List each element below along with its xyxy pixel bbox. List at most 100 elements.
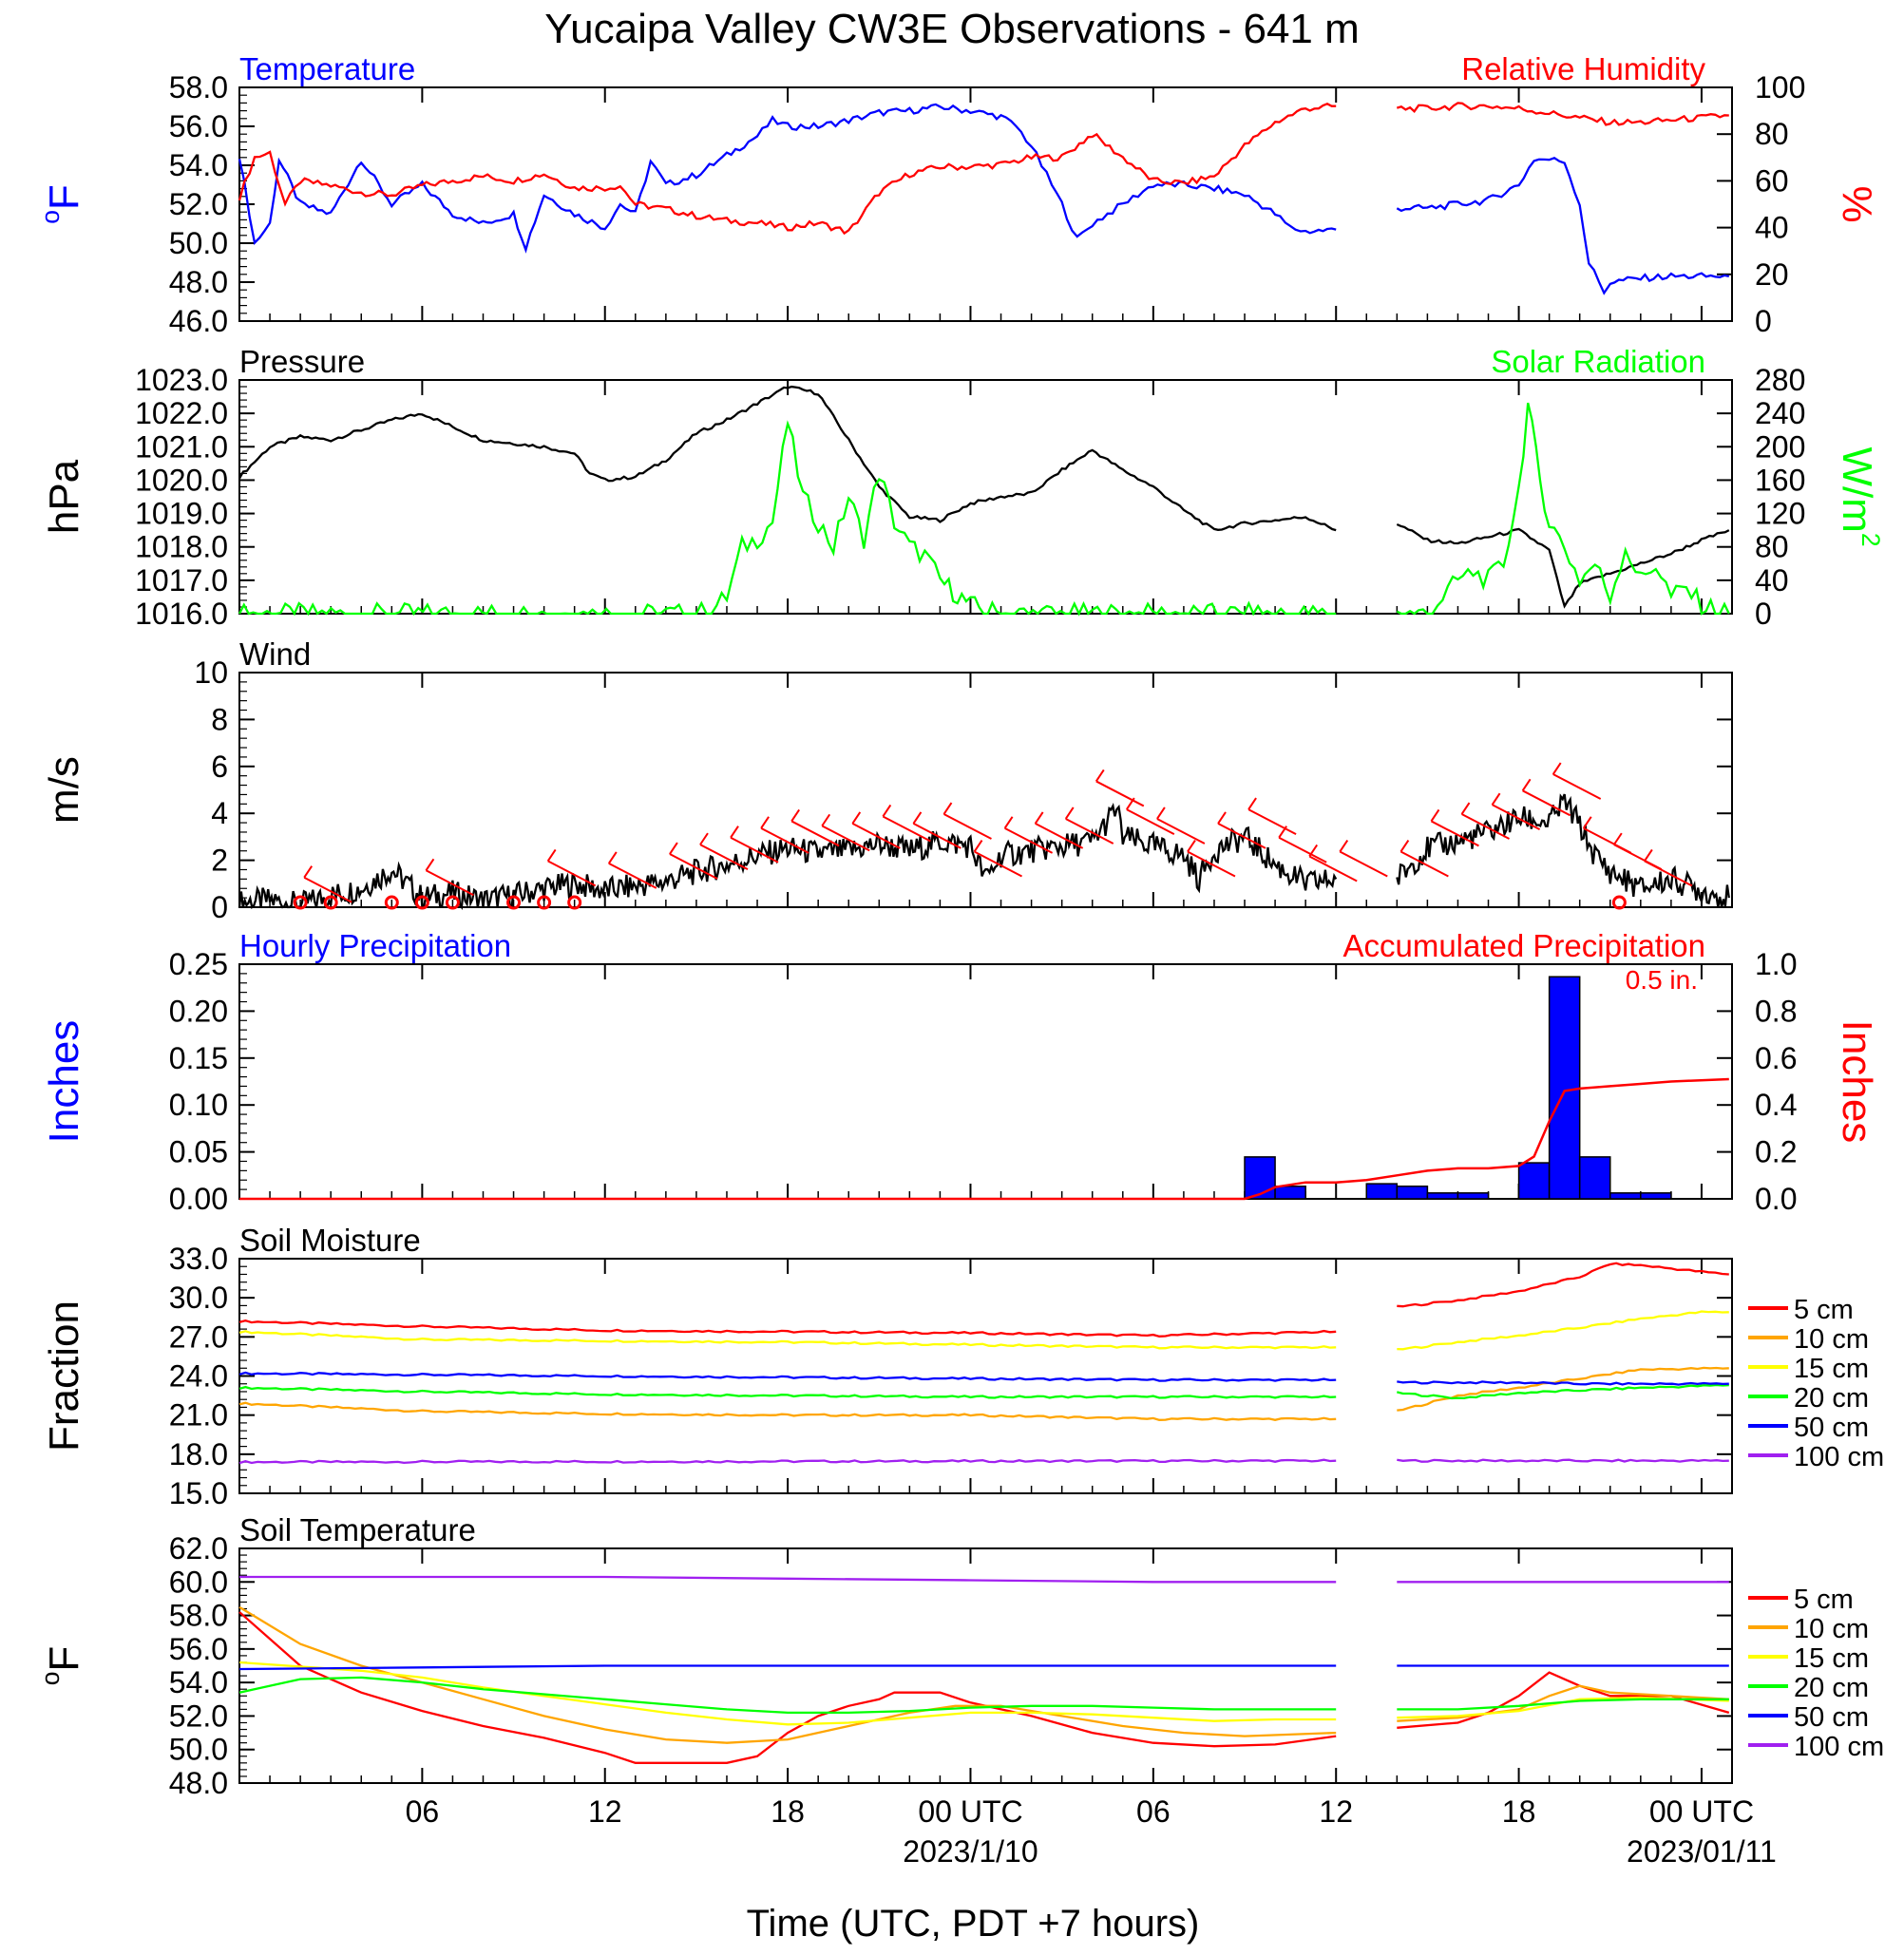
wind-barb-flag (760, 816, 770, 829)
y-left-tick-label: 33.0 (169, 1242, 228, 1276)
wind-barb (730, 836, 779, 864)
y-right-tick-label: 80 (1755, 117, 1789, 151)
y-right-tick-label: 100 (1755, 70, 1805, 104)
panel-soil-temperature: 48.050.052.054.056.058.060.062.0 Soil Tem… (36, 1512, 1884, 1800)
plot-frame (238, 1547, 1733, 1784)
panel-left-title: Hourly Precipitation (239, 928, 511, 963)
y-left-tick-label: 27.0 (169, 1319, 228, 1354)
wind-barb-flag (607, 851, 618, 864)
hourly-precip-bar (1365, 1183, 1399, 1200)
legend-label: 50 cm (1794, 1702, 1869, 1733)
panel-left-title: Pressure (239, 344, 365, 379)
series-line (239, 1575, 1729, 1584)
y-left-tick-label: 48.0 (169, 265, 228, 299)
wind-barb (303, 876, 352, 903)
wind-barb-flag (546, 848, 557, 862)
x-tick-label: 00 UTC (918, 1794, 1022, 1829)
y-left-tick-label: 18.0 (169, 1437, 228, 1471)
y-right-tick-label: 40 (1755, 211, 1789, 245)
wind-barb (1035, 823, 1084, 849)
y-left-tick-label: 0.00 (169, 1182, 228, 1216)
panel-pressure-solar: 1016.01017.01018.01019.01020.01021.01022… (41, 344, 1885, 631)
hourly-precip-bar (1244, 1156, 1276, 1200)
wind-barb-flag (669, 842, 678, 855)
hourly-precip-bar (1396, 1186, 1429, 1200)
wind-barb-flag (1156, 807, 1166, 820)
y-right-tick-label: 80 (1755, 530, 1789, 564)
legend-label: 15 cm (1794, 1354, 1869, 1384)
y-right-axis-label: % (1834, 185, 1880, 222)
wind-barb-flag (1552, 762, 1562, 775)
wind-barb-flag (1003, 816, 1014, 829)
x-axis: 06 12 18 00 UTC 06 12 18 00 UTC 2023/1/10 2023/01… (406, 1794, 1777, 1869)
wind-barb-flag (942, 802, 953, 815)
wind-barb-flag (912, 811, 923, 825)
y-left-tick-label: 2 (211, 844, 228, 878)
y-left-tick-label: 1021.0 (135, 429, 228, 464)
y-left-tick-label: 1023.0 (135, 363, 228, 397)
wind-barb-flag (303, 865, 314, 879)
panel-precipitation: 0.00 0.05 0.10 0.15 0.20 0.25 0.0 0.2 0.4 0.6 0.8 1… (41, 928, 1880, 1216)
panel-left-title: Wind (239, 636, 311, 672)
y-right-tick-label: 280 (1755, 363, 1805, 397)
y-right-axis-label: Inches (1834, 1020, 1880, 1144)
panel-soil-moisture: 15.0 18.0 21.0 24.0 27.0 30.0 33.0 Soil Moistur… (41, 1223, 1884, 1510)
x-tick-label: 06 (406, 1794, 440, 1829)
hourly-precip-bar (1578, 1156, 1611, 1200)
legend-label: 10 cm (1794, 1614, 1869, 1644)
y-left-tick-label: 10 (194, 655, 228, 690)
y-left-tick-label: 52.0 (169, 1699, 228, 1733)
wind-barb-flag (1064, 807, 1075, 820)
wind-barb-flag (1217, 811, 1227, 825)
series-line (238, 1605, 1729, 1744)
wind-barb-flag (1339, 839, 1349, 853)
plot-frame (238, 379, 1733, 615)
figure-title: Yucaipa Valley CW3E Observations - 641 m (544, 6, 1360, 52)
series-line (238, 1458, 1729, 1465)
x-tick-label: 18 (1502, 1794, 1536, 1829)
y-left-tick-label: 0.25 (169, 947, 228, 981)
wind-barb-flag (790, 808, 800, 822)
x-axis-label: Time (UTC, PDT +7 hours) (747, 1903, 1200, 1945)
wind-barb-flag (1278, 826, 1287, 839)
y-left-tick-label: 54.0 (169, 148, 228, 182)
y-left-axis-label: Fraction (41, 1300, 87, 1452)
y-left-axis-label: oF (36, 184, 87, 224)
wind-barb-flag (1126, 797, 1135, 810)
series-line (238, 1611, 1730, 1764)
y-left-tick-label: 1022.0 (135, 396, 228, 430)
y-left-tick-label: 0.10 (169, 1088, 228, 1122)
wind-barb-flag (882, 804, 892, 818)
y-left-tick-label: 15.0 (169, 1476, 228, 1510)
x-tick-label: 18 (771, 1794, 805, 1829)
wind-barb (1095, 780, 1145, 807)
wind-barb (669, 853, 718, 880)
x-tick-label: 12 (1319, 1794, 1353, 1829)
plot-frame (238, 86, 1733, 322)
y-left-tick-label: 48.0 (169, 1766, 228, 1800)
wind-barb (1126, 808, 1175, 835)
wind-barb (821, 825, 870, 852)
y-left-tick-label: 6 (211, 750, 228, 784)
wind-barb (1308, 855, 1358, 883)
wind-barb (943, 813, 992, 840)
wind-barb (1156, 818, 1206, 845)
wind-barb (1247, 808, 1297, 835)
y-left-tick-label: 0 (211, 890, 228, 924)
series-line (238, 102, 1729, 236)
accumulation-annotation: 0.5 in. (1626, 965, 1698, 995)
panel-left-title: Soil Temperature (239, 1512, 476, 1547)
y-left-tick-label: 46.0 (169, 304, 228, 338)
legend-label: 20 cm (1794, 1673, 1869, 1703)
wind-barb (1065, 818, 1114, 845)
x-date-label: 2023/1/10 (903, 1834, 1038, 1869)
wind-barb (790, 820, 840, 847)
y-left-tick-label: 58.0 (169, 1599, 228, 1633)
wind-barb (1492, 804, 1541, 831)
wind-barb-flag (1491, 792, 1501, 806)
wind-barb (1552, 773, 1602, 800)
wind-barb (760, 826, 809, 854)
y-left-tick-label: 62.0 (169, 1531, 228, 1566)
series-line (238, 103, 1730, 295)
hourly-precip-bar (1640, 1192, 1672, 1200)
